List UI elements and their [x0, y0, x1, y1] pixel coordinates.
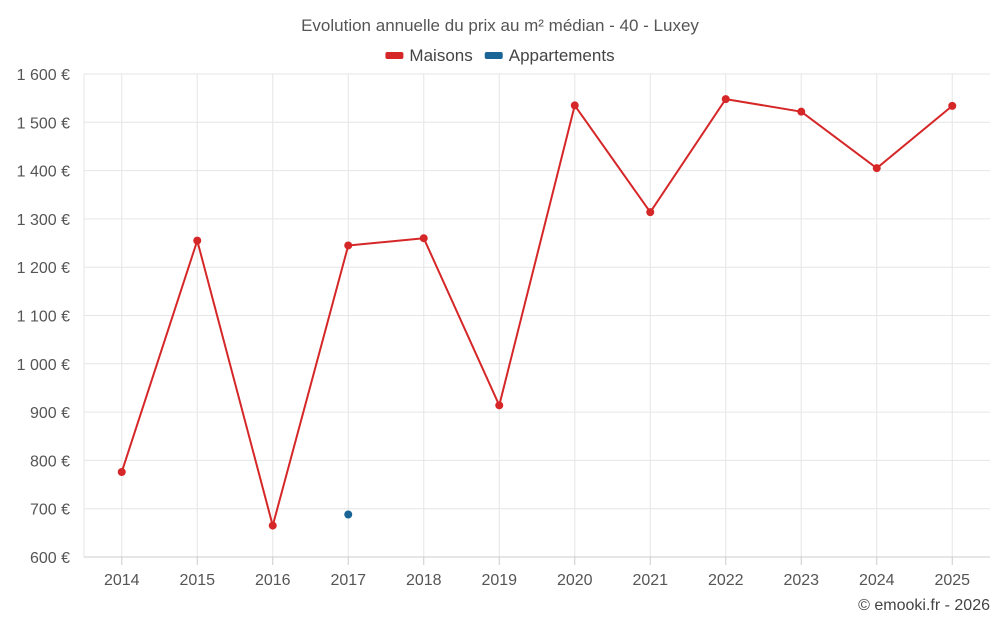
y-tick-label: 700 € — [30, 502, 70, 519]
x-tick-label: 2015 — [179, 572, 215, 589]
legend-swatch-appartements[interactable] — [484, 52, 503, 59]
legend-label-maisons: Maisons — [409, 46, 472, 65]
x-tick-label: 2023 — [783, 572, 819, 589]
data-point-maisons[interactable] — [344, 241, 353, 250]
series-group — [117, 95, 957, 530]
x-tick-label: 2019 — [481, 572, 517, 589]
data-point-maisons[interactable] — [117, 467, 126, 476]
legend-swatch-maisons[interactable] — [385, 52, 404, 59]
chart-title: Evolution annuelle du prix au m² médian … — [301, 16, 699, 35]
x-tick-label: 2016 — [255, 572, 291, 589]
y-axis: 600 € 700 € 800 € 900 € 1 000 € 1 100 € 1 200 … — [17, 67, 85, 567]
credit-text: © emooki.fr - 2026 — [858, 597, 990, 614]
x-tick-label: 2020 — [557, 572, 593, 589]
data-point-maisons[interactable] — [797, 107, 806, 116]
y-tick-label: 1 500 € — [17, 115, 70, 132]
y-tick-label: 800 € — [30, 453, 70, 470]
data-point-maisons[interactable] — [570, 101, 579, 110]
x-tick-label: 2014 — [104, 572, 140, 589]
y-tick-label: 1 000 € — [17, 357, 70, 374]
x-tick-label: 2017 — [330, 572, 366, 589]
x-tick-label: 2018 — [406, 572, 442, 589]
data-point-maisons[interactable] — [721, 95, 730, 104]
data-point-maisons[interactable] — [193, 236, 202, 245]
legend-label-appartements: Appartements — [509, 46, 615, 65]
y-tick-label: 600 € — [30, 550, 70, 567]
y-tick-label: 1 400 € — [17, 164, 70, 181]
data-point-maisons[interactable] — [646, 208, 655, 217]
grid-lines — [84, 73, 990, 558]
x-tick-label: 2024 — [859, 572, 895, 589]
x-tick-label: 2021 — [632, 572, 668, 589]
data-point-maisons[interactable] — [495, 401, 504, 410]
y-tick-label: 1 300 € — [17, 212, 70, 229]
x-tick-label: 2025 — [934, 572, 970, 589]
x-axis: 2014 2015 2016 2017 2018 2019 2020 2021 2022 2023… — [84, 556, 990, 589]
data-point-maisons[interactable] — [948, 101, 957, 110]
y-tick-label: 1 200 € — [17, 260, 70, 277]
data-point-maisons[interactable] — [268, 521, 277, 530]
data-point-maisons[interactable] — [419, 234, 428, 243]
x-tick-label: 2022 — [708, 572, 744, 589]
y-tick-label: 900 € — [30, 405, 70, 422]
y-tick-label: 1 600 € — [17, 67, 70, 84]
data-point-maisons[interactable] — [872, 164, 881, 173]
legend: Maisons Appartements — [385, 46, 615, 65]
y-tick-label: 1 100 € — [17, 309, 70, 326]
series-line-maisons — [120, 98, 953, 527]
data-point-appartements[interactable] — [344, 510, 353, 519]
